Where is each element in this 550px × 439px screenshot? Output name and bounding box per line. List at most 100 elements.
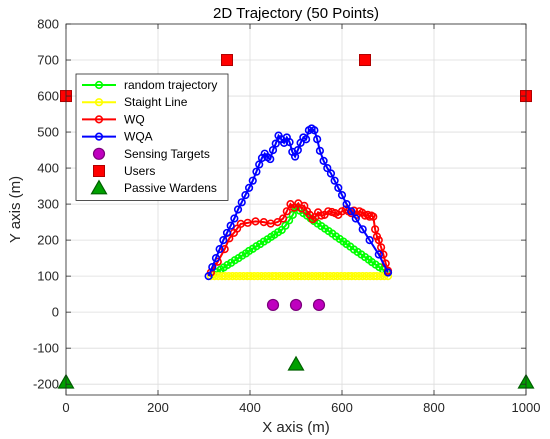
legend-entry-wq: WQ bbox=[82, 112, 145, 126]
data-point-wqa bbox=[211, 254, 221, 263]
data-point-wq bbox=[369, 212, 378, 221]
legend-entry-sensing-targets: Sensing Targets bbox=[92, 147, 210, 161]
data-point-wq bbox=[290, 203, 299, 212]
data-point-sensing-targets bbox=[289, 298, 303, 312]
data-point-wqa bbox=[237, 198, 246, 207]
data-point-wqa bbox=[347, 207, 356, 216]
data-point-wqa bbox=[222, 228, 232, 238]
y-tick-label: 200 bbox=[37, 233, 59, 248]
data-point-wqa bbox=[365, 236, 374, 245]
data-point-wqa bbox=[383, 268, 393, 277]
x-tick-label: 600 bbox=[331, 400, 353, 415]
data-point-passive-wardens bbox=[287, 355, 305, 371]
legend-label-sensing-targets: Sensing Targets bbox=[124, 147, 210, 161]
x-tick-label: 800 bbox=[423, 400, 445, 415]
y-tick-label: 700 bbox=[37, 53, 59, 68]
data-point-wqa bbox=[310, 126, 319, 135]
data-point-users bbox=[221, 54, 233, 67]
data-point-wqa bbox=[219, 236, 228, 245]
data-point-wq bbox=[377, 243, 386, 252]
y-tick-label: 100 bbox=[37, 269, 59, 284]
legend-marker-passive-wardens bbox=[90, 179, 108, 195]
x-tick-label: 400 bbox=[239, 400, 261, 415]
data-point-wqa bbox=[244, 183, 254, 192]
data-point-wqa bbox=[315, 146, 325, 155]
data-point-wqa bbox=[285, 138, 294, 147]
legend-label-wqa: WQA bbox=[124, 130, 153, 144]
legend-label-users: Users bbox=[124, 164, 155, 178]
data-point-wqa bbox=[215, 245, 224, 254]
legend-box bbox=[75, 73, 229, 201]
data-point-wqa bbox=[351, 214, 360, 223]
data-point-random-trajectory bbox=[288, 210, 297, 220]
data-point-users bbox=[359, 54, 371, 67]
data-point-wq bbox=[220, 245, 229, 254]
y-tick-label: 300 bbox=[37, 197, 59, 212]
y-tick-label: 400 bbox=[37, 161, 59, 176]
data-point-sensing-targets bbox=[312, 298, 326, 312]
legend-label-passive-wardens: Passive Wardens bbox=[124, 181, 217, 195]
data-point-wqa bbox=[230, 214, 239, 223]
data-point-wqa bbox=[326, 169, 336, 178]
y-tick-label: -200 bbox=[33, 377, 59, 392]
data-point-staight-line bbox=[383, 272, 393, 281]
data-point-wqa bbox=[342, 199, 351, 209]
data-point-wqa bbox=[248, 176, 257, 185]
y-tick-label: 800 bbox=[37, 17, 59, 32]
data-point-wqa bbox=[268, 145, 278, 155]
data-point-wqa bbox=[330, 176, 339, 185]
data-point-wqa bbox=[252, 167, 261, 176]
legend-label-wq: WQ bbox=[124, 112, 145, 126]
y-tick-label: 0 bbox=[52, 305, 59, 320]
data-point-wqa bbox=[208, 263, 217, 272]
data-point-sensing-targets bbox=[266, 298, 280, 312]
legend-entry-wqa: WQA bbox=[82, 130, 153, 144]
legend-marker-users bbox=[93, 165, 105, 177]
series-sensing-targets bbox=[266, 298, 326, 312]
plot-frame bbox=[65, 23, 527, 396]
data-point-wq bbox=[243, 218, 252, 227]
x-tick-label: 0 bbox=[62, 400, 69, 415]
data-point-wq bbox=[374, 236, 383, 245]
data-point-wqa bbox=[374, 250, 383, 259]
legend: random trajectory Staight Line WQ WQA Sensin… bbox=[75, 73, 229, 201]
data-point-wq bbox=[251, 217, 260, 226]
series-staight-line bbox=[206, 272, 393, 281]
data-point-wq bbox=[273, 218, 282, 227]
legend-entry-random-trajectory: random trajectory bbox=[82, 78, 217, 92]
data-point-wqa bbox=[334, 183, 343, 192]
data-point-wqa bbox=[271, 139, 280, 148]
legend-marker-sensing-targets bbox=[92, 147, 106, 160]
legend-entry-staight-line: Staight Line bbox=[82, 95, 188, 109]
axis-ticks: 0 200 400 600 800 1000 -200 -100 0 100 200 300 400 50… bbox=[33, 17, 540, 416]
data-point-wqa bbox=[358, 225, 367, 234]
x-tick-label: 200 bbox=[147, 400, 169, 415]
data-point-wqa bbox=[226, 221, 235, 230]
series-wqa bbox=[204, 124, 393, 281]
data-point-wqa bbox=[241, 190, 250, 200]
data-point-wq bbox=[317, 211, 326, 220]
data-point-wqa bbox=[293, 145, 302, 155]
data-point-wq bbox=[379, 250, 388, 259]
chart-title: 2D Trajectory (50 Points) bbox=[213, 5, 379, 22]
data-point-wqa bbox=[313, 135, 322, 144]
data-point-wqa bbox=[290, 152, 300, 161]
plot-series bbox=[57, 54, 535, 389]
legend-marker-wq bbox=[94, 115, 104, 124]
legend-label-random-trajectory: random trajectory bbox=[124, 78, 217, 92]
x-axis-label: X axis (m) bbox=[262, 419, 330, 436]
data-point-wq bbox=[371, 225, 380, 234]
data-point-wqa bbox=[302, 135, 311, 144]
legend-entry-passive-wardens: Passive Wardens bbox=[90, 179, 217, 195]
y-tick-label: -100 bbox=[33, 341, 59, 356]
x-tick-label: 1000 bbox=[512, 400, 541, 415]
y-tick-label: 600 bbox=[37, 89, 59, 104]
y-axis-label: Y axis (m) bbox=[7, 176, 24, 243]
legend-entry-users: Users bbox=[93, 164, 155, 178]
data-point-wq bbox=[282, 207, 291, 216]
legend-marker-random-trajectory bbox=[94, 80, 104, 90]
legend-marker-staight-line bbox=[94, 98, 104, 107]
data-point-wq bbox=[279, 214, 288, 223]
data-point-wqa bbox=[233, 205, 243, 214]
data-point-wqa bbox=[255, 160, 264, 169]
